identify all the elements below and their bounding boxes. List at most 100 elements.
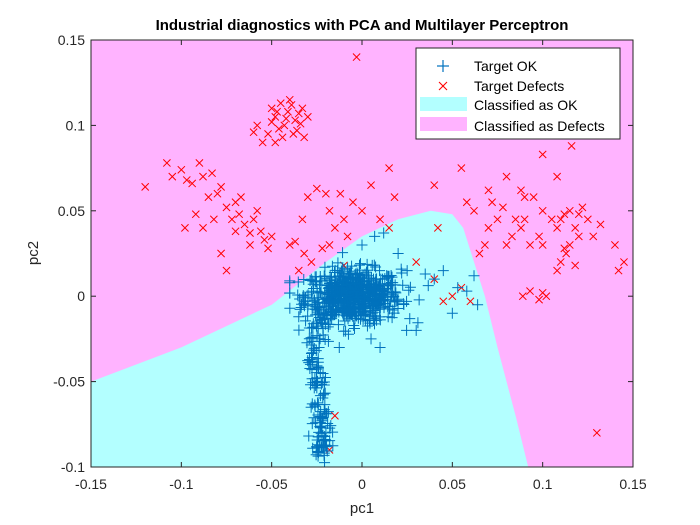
defect-data-point: [574, 232, 583, 241]
ok-data-point: [452, 282, 464, 294]
ok-data-point: [385, 295, 397, 307]
ok-data-point: [338, 299, 350, 311]
x-axis-label: pc1: [350, 500, 374, 517]
ok-data-point: [401, 295, 413, 307]
ok-data-point: [326, 313, 338, 325]
ok-data-point: [310, 345, 322, 357]
y-tick-label: 0.1: [66, 117, 86, 133]
defect-data-point: [488, 198, 497, 207]
ok-data-point: [332, 288, 344, 300]
ok-data-point: [446, 307, 458, 319]
defect-data-point: [502, 241, 511, 249]
defect-data-point: [562, 249, 571, 258]
defect-data-point: [294, 109, 303, 118]
ok-data-point: [314, 367, 326, 379]
ok-data-point: [364, 314, 376, 326]
x-tick-label: -0.15: [75, 476, 107, 492]
ok-data-point: [311, 304, 323, 316]
defect-data-point: [430, 181, 439, 190]
ok-data-point: [302, 310, 314, 322]
defect-data-point: [390, 193, 399, 202]
defect-data-point: [300, 133, 309, 142]
ok-data-point: [307, 278, 319, 290]
defect-data-point: [589, 232, 598, 241]
defect-data-point: [571, 261, 580, 270]
ok-data-point: [337, 274, 349, 286]
defect-data-point: [567, 141, 576, 150]
y-tick-label: 0.05: [58, 203, 85, 219]
ok-data-point: [412, 317, 424, 329]
ok-data-point: [345, 265, 357, 277]
defect-data-point: [542, 292, 551, 301]
ok-data-point: [333, 293, 345, 305]
defect-data-point: [538, 150, 547, 159]
ok-data-point: [468, 270, 480, 282]
ok-data-point: [317, 367, 329, 379]
defect-data-point: [182, 176, 191, 185]
ok-data-point: [327, 440, 339, 452]
legend-label-ok: Target OK: [474, 58, 538, 74]
ok-data-point: [319, 457, 331, 467]
defect-data-point: [303, 193, 312, 202]
ok-data-point: [341, 289, 353, 301]
ok-data-point: [368, 284, 380, 296]
ok-data-point: [347, 302, 359, 314]
defect-data-point: [246, 241, 254, 249]
defect-data-point: [253, 121, 262, 130]
defect-data-point: [312, 184, 321, 193]
ok-data-point: [342, 313, 354, 325]
defect-data-point: [560, 244, 569, 253]
ok-data-point: [316, 422, 328, 434]
defect-data-point: [236, 193, 245, 202]
defect-data-point: [177, 165, 186, 174]
defect-data-point: [258, 138, 267, 147]
defect-data-point: [538, 206, 547, 215]
defect-data-point: [291, 237, 300, 246]
defect-data-point: [439, 297, 448, 306]
defect-data-point: [511, 215, 520, 224]
defect-data-point: [535, 295, 544, 304]
defect-data-point: [325, 241, 334, 249]
x-tick-label: -0.05: [256, 476, 288, 492]
defect-data-point: [249, 215, 258, 224]
x-tick-label: 0: [358, 476, 366, 492]
ok-data-point: [401, 265, 413, 277]
defect-data-point: [547, 215, 556, 224]
defect-data-point: [199, 223, 207, 232]
ok-data-point: [284, 302, 296, 314]
ok-data-point: [320, 441, 332, 453]
ok-data-point: [355, 307, 367, 319]
ok-data-point: [337, 247, 349, 259]
defect-data-point: [208, 169, 217, 178]
ok-data-point: [326, 278, 338, 290]
ok-data-point: [314, 390, 326, 402]
ok-data-point: [370, 278, 382, 290]
defect-data-point: [307, 258, 316, 266]
defect-data-point: [553, 223, 562, 232]
defect-data-point: [285, 241, 294, 249]
ok-data-point: [378, 227, 390, 239]
ok-data-point: [284, 277, 296, 289]
defect-data-point: [264, 244, 273, 253]
defect-data-point: [592, 428, 601, 437]
ok-data-point: [302, 299, 314, 311]
y-tick-label: 0.15: [58, 32, 85, 48]
defect-data-point: [231, 227, 240, 236]
defect-data-point: [217, 249, 226, 258]
defect-data-point: [583, 215, 592, 224]
defect-data-point: [475, 249, 484, 258]
defect-data-point: [298, 215, 307, 224]
ok-data-point: [293, 311, 305, 323]
ok-data-point: [341, 310, 353, 322]
defect-data-point: [498, 203, 507, 212]
defect-data-point: [162, 159, 171, 167]
ok-data-point: [305, 379, 317, 391]
defect-data-point: [282, 114, 291, 123]
defect-data-point: [278, 133, 287, 142]
defect-data-point: [240, 220, 249, 229]
ok-data-point: [323, 295, 335, 307]
defect-data-point: [614, 266, 623, 275]
defect-markers: [141, 53, 628, 454]
defect-data-point: [596, 220, 605, 229]
defect-data-point: [518, 292, 527, 301]
